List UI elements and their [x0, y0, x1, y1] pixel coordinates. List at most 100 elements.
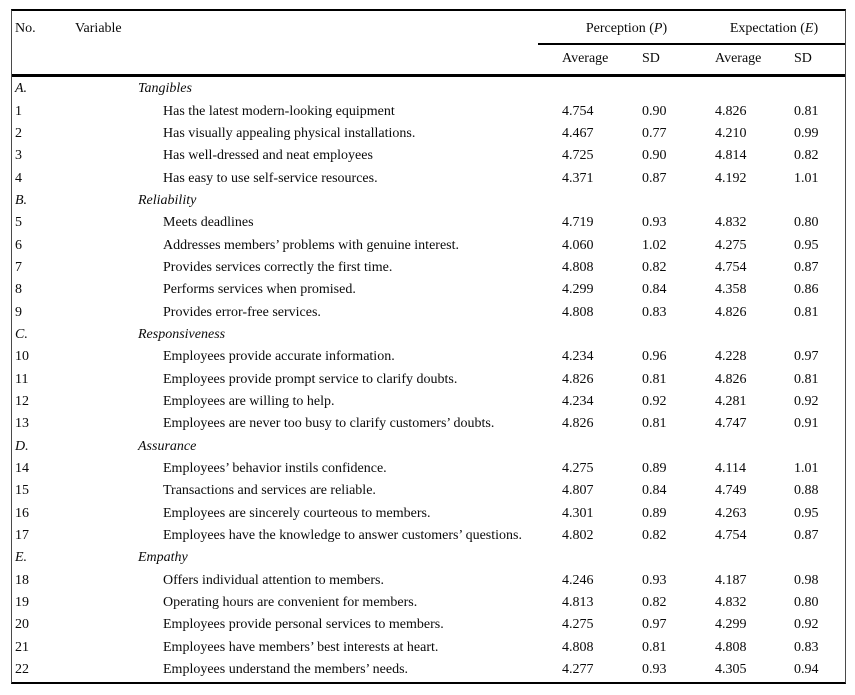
table-row: 20 Employees provide personal services to…: [12, 614, 845, 636]
cell-e-average: 4.114: [715, 461, 746, 477]
cell-variable: Employees’ behavior instils confidence.: [163, 461, 387, 477]
cell-e-sd: 0.88: [794, 483, 819, 499]
cell-variable: Meets deadlines: [163, 215, 254, 231]
cell-no: 15: [15, 483, 29, 499]
cell-section-letter: A.: [15, 81, 28, 97]
cell-section-letter: B.: [15, 192, 28, 208]
col-group-expectation: Expectation (E): [703, 21, 845, 37]
cell-e-average: 4.305: [715, 662, 747, 678]
section-row: D. Assurance: [12, 436, 845, 458]
cell-p-average: 4.246: [562, 572, 594, 588]
cell-no: 2: [15, 125, 22, 141]
cell-e-average: 4.749: [715, 483, 747, 499]
cell-no: 13: [15, 416, 29, 432]
cell-no: 19: [15, 595, 29, 611]
cell-variable: Provides error-free services.: [163, 304, 321, 320]
group-header-rule: [538, 43, 845, 45]
cell-p-sd: 0.82: [642, 528, 667, 544]
cell-p-average: 4.808: [562, 259, 594, 275]
cell-p-average: 4.808: [562, 639, 594, 655]
cell-e-sd: 0.80: [794, 595, 819, 611]
table-row: 9 Provides error-free services. 4.808 0.83 4…: [12, 301, 845, 323]
cell-p-sd: 0.81: [642, 416, 667, 432]
cell-e-average: 4.754: [715, 259, 747, 275]
cell-p-sd: 0.93: [642, 662, 667, 678]
cell-e-average: 4.210: [715, 125, 747, 141]
cell-e-average: 4.299: [715, 617, 747, 633]
cell-no: 5: [15, 215, 22, 231]
cell-variable: Has well-dressed and neat employees: [163, 148, 373, 164]
cell-p-sd: 0.84: [642, 282, 667, 298]
cell-e-sd: 0.81: [794, 103, 819, 119]
cell-e-sd: 0.87: [794, 528, 819, 544]
cell-p-average: 4.301: [562, 505, 594, 521]
cell-p-average: 4.234: [562, 393, 594, 409]
table-row: 16 Employees are sincerely courteous to m…: [12, 503, 845, 525]
cell-p-sd: 0.81: [642, 639, 667, 655]
cell-p-sd: 0.89: [642, 461, 667, 477]
cell-no: 10: [15, 349, 29, 365]
cell-e-average: 4.747: [715, 416, 747, 432]
cell-variable: Employees have the knowledge to answer c…: [163, 528, 522, 544]
cell-no: 17: [15, 528, 29, 544]
table-body: A. Tangibles 1 Has the latest modern-lookin…: [12, 77, 845, 681]
col-group-perception: Perception (P): [550, 21, 703, 37]
table-row: 8 Performs services when promised. 4.299 0.…: [12, 279, 845, 301]
cell-p-sd: 1.02: [642, 237, 667, 253]
cell-e-sd: 0.95: [794, 237, 819, 253]
cell-p-sd: 0.93: [642, 572, 667, 588]
header-row-groups: No. Variable Perception (P) Expectation …: [12, 11, 845, 46]
cell-p-average: 4.807: [562, 483, 594, 499]
table-header: No. Variable Perception (P) Expectation …: [12, 11, 845, 77]
results-table: No. Variable Perception (P) Expectation …: [11, 9, 846, 684]
cell-p-sd: 0.84: [642, 483, 667, 499]
cell-e-average: 4.192: [715, 170, 747, 186]
cell-e-sd: 0.86: [794, 282, 819, 298]
cell-section-letter: D.: [15, 438, 29, 454]
cell-e-average: 4.754: [715, 528, 747, 544]
expectation-label-pre: Expectation (: [729, 21, 805, 36]
expectation-symbol: E: [804, 21, 814, 36]
cell-p-average: 4.467: [562, 125, 594, 141]
cell-e-average: 4.832: [715, 215, 747, 231]
cell-variable: Has easy to use self-service resources.: [163, 170, 378, 186]
cell-no: 18: [15, 572, 29, 588]
cell-e-sd: 0.92: [794, 617, 819, 633]
cell-variable: Employees are never too busy to clarify …: [163, 416, 495, 432]
cell-e-sd: 0.99: [794, 125, 819, 141]
cell-p-sd: 0.90: [642, 148, 667, 164]
cell-variable: Has the latest modern-looking equipment: [163, 103, 395, 119]
cell-section-name: Reliability: [138, 192, 197, 208]
table-row: 3 Has well-dressed and neat employees 4.72…: [12, 145, 845, 167]
cell-variable: Employees provide personal services to m…: [163, 617, 444, 633]
cell-p-average: 4.060: [562, 237, 594, 253]
cell-p-sd: 0.97: [642, 617, 667, 633]
col-header-e-average: Average: [715, 51, 762, 66]
cell-variable: Employees provide accurate information.: [163, 349, 395, 365]
cell-e-average: 4.281: [715, 393, 747, 409]
section-row: A. Tangibles: [12, 78, 845, 100]
cell-variable: Addresses members’ problems with genuine…: [163, 237, 460, 253]
cell-e-average: 4.275: [715, 237, 747, 253]
cell-variable: Operating hours are convenient for membe…: [163, 595, 418, 611]
col-header-variable: Variable: [75, 21, 122, 36]
cell-p-average: 4.234: [562, 349, 594, 365]
header-row-sub: Average SD Average SD: [12, 46, 845, 72]
cell-section-letter: E.: [15, 550, 28, 566]
cell-p-sd: 0.81: [642, 371, 667, 387]
cell-variable: Performs services when promised.: [163, 282, 356, 298]
perception-label-post: ): [662, 21, 668, 36]
table-row: 18 Offers individual attention to members…: [12, 570, 845, 592]
section-row: B. Reliability: [12, 190, 845, 212]
cell-e-average: 4.826: [715, 103, 747, 119]
cell-p-average: 4.719: [562, 215, 594, 231]
cell-e-sd: 0.94: [794, 662, 819, 678]
cell-no: 11: [15, 371, 29, 387]
cell-e-sd: 0.97: [794, 349, 819, 365]
cell-p-average: 4.802: [562, 528, 594, 544]
cell-e-sd: 0.98: [794, 572, 819, 588]
perception-label-pre: Perception (: [585, 21, 654, 36]
table-row: 22 Employees understand the members’ need…: [12, 659, 845, 681]
cell-section-name: Empathy: [138, 550, 188, 566]
table-row: 19 Operating hours are convenient for mem…: [12, 592, 845, 614]
